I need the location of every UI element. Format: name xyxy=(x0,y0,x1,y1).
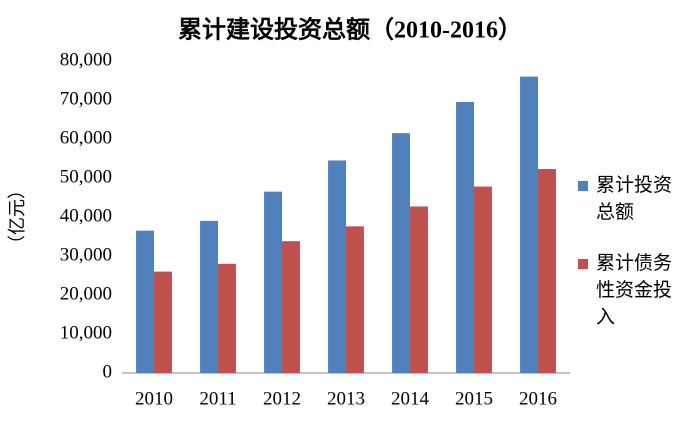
y-tick-label: 0 xyxy=(103,361,113,382)
y-tick-label: 40,000 xyxy=(60,205,112,226)
bar xyxy=(456,101,474,373)
y-tick-label: 70,000 xyxy=(60,88,112,109)
legend-swatch xyxy=(578,181,588,191)
legend-label: 累计投资总额 xyxy=(596,174,673,223)
bar xyxy=(264,191,282,373)
bar xyxy=(520,76,538,373)
y-axis-label: （亿元） xyxy=(7,181,28,253)
x-tick-label: 2013 xyxy=(327,388,365,409)
bar xyxy=(538,169,556,373)
bar xyxy=(474,186,492,373)
x-tick-label: 2015 xyxy=(455,388,493,409)
x-tick-label: 2012 xyxy=(263,388,301,409)
x-tick-label: 2011 xyxy=(199,388,236,409)
y-tick-label: 20,000 xyxy=(60,283,112,304)
legend-item: 累计投资总额 xyxy=(578,172,688,226)
legend-item: 累计债务性资金投入 xyxy=(578,250,688,331)
x-tick-label: 2010 xyxy=(135,388,173,409)
y-tick-label: 10,000 xyxy=(60,322,112,343)
legend-swatch xyxy=(578,259,588,269)
bar xyxy=(218,263,236,373)
x-tick-label: 2014 xyxy=(391,388,430,409)
x-tick-label: 2016 xyxy=(519,388,557,409)
bar xyxy=(410,206,428,373)
bar xyxy=(200,220,218,373)
y-tick-label: 60,000 xyxy=(60,127,112,148)
legend: 累计投资总额累计债务性资金投入 xyxy=(578,172,688,355)
y-tick-label: 50,000 xyxy=(60,166,112,187)
bar xyxy=(392,133,410,373)
y-tick-label: 80,000 xyxy=(60,49,112,70)
bar xyxy=(346,226,364,373)
y-tick-label: 30,000 xyxy=(60,244,112,265)
bar xyxy=(328,160,346,373)
bar xyxy=(136,230,154,373)
bar xyxy=(282,241,300,373)
legend-label: 累计债务性资金投入 xyxy=(596,252,673,328)
chart-title: 累计建设投资总额（2010-2016） xyxy=(178,16,522,44)
bar xyxy=(154,271,172,373)
